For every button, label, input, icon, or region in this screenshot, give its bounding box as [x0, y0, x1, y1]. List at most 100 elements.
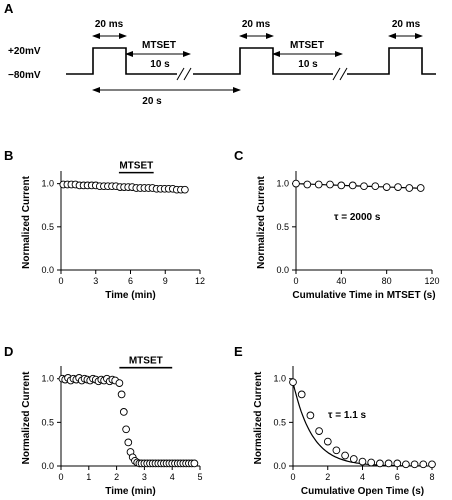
- data-point: [410, 460, 419, 469]
- data-point: [314, 180, 323, 189]
- fit-curve: [295, 183, 421, 189]
- data-point: [428, 460, 436, 469]
- y-tick-label: 1.0: [276, 179, 289, 189]
- treatment-label-1: MTSET: [142, 40, 176, 51]
- fit-curve: [292, 382, 424, 467]
- y-axis-label: Normalized Current: [21, 175, 32, 268]
- data-point: [292, 179, 300, 188]
- x-tick-label: 2: [325, 472, 330, 482]
- data-point: [315, 427, 323, 435]
- data-point: [323, 437, 332, 446]
- x-tick-label: 3: [93, 276, 98, 286]
- data-point: [124, 438, 133, 447]
- y-tick-label: 0.0: [273, 461, 286, 471]
- data-point: [181, 185, 189, 194]
- data-point: [190, 459, 199, 468]
- y-tick-label: 0.0: [41, 461, 54, 471]
- treatment-duration-label-1: 10 s: [150, 59, 170, 70]
- axis-break-1: [176, 67, 192, 81]
- x-axis-label: Time (min): [105, 290, 155, 301]
- data-point: [394, 183, 402, 191]
- treatment-bar-label: MTSET: [129, 356, 163, 367]
- data-point: [367, 458, 376, 467]
- panel-letter-b: B: [4, 148, 13, 163]
- protocol-trace-segment-2: [193, 47, 333, 75]
- y-tick-label: 0.0: [276, 265, 289, 275]
- x-tick-label: 9: [163, 276, 168, 286]
- data-point: [337, 181, 346, 190]
- x-tick-label: 0: [290, 472, 295, 482]
- pulse-duration-label-1: 20 ms: [95, 19, 124, 30]
- y-tick-label: 0.5: [276, 222, 289, 232]
- data-point: [376, 459, 384, 468]
- y-tick-label: 0.0: [41, 265, 54, 275]
- x-axis-label: Cumulative Open Time (s): [301, 486, 424, 497]
- data-point: [416, 184, 425, 192]
- x-tick-label: 4: [360, 472, 365, 482]
- x-tick-label: 6: [395, 472, 400, 482]
- treatment-label-2: MTSET: [290, 40, 324, 51]
- x-tick-label: 2: [114, 472, 119, 482]
- chart-panel-d: D 0 1 2 3 4 5 0.0 0.5 1.0 Time (min) Normalized Cur…: [4, 344, 203, 497]
- y-tick-label: 0.5: [273, 417, 286, 427]
- x-tick-label: 120: [424, 276, 439, 286]
- x-tick-label: 0: [293, 276, 298, 286]
- treatment-bar-label: MTSET: [119, 161, 153, 172]
- data-point: [332, 446, 341, 455]
- data-point: [348, 181, 357, 190]
- panel-letter-d: D: [4, 344, 13, 359]
- x-tick-label: 1: [86, 472, 91, 482]
- data-point: [405, 184, 414, 192]
- data-point: [117, 390, 126, 399]
- panel-letter-e: E: [234, 344, 243, 359]
- protocol-trace-segment-3: [347, 47, 436, 75]
- y-tick-label: 0.5: [41, 417, 54, 427]
- data-point: [349, 455, 358, 463]
- y-tick-label: 1.0: [41, 179, 54, 189]
- data-point: [115, 379, 124, 387]
- chart-panel-b: B 0 3 6 9 12 0.0 0.5 1.0 Time (min) Normalized Cur…: [4, 148, 205, 301]
- protocol-panel: A +20mV −80mV 20 ms 20 ms 20 ms MTSET 10…: [4, 1, 436, 107]
- interval-label: 20 s: [142, 96, 162, 107]
- data-point: [371, 182, 380, 191]
- data-point: [119, 408, 128, 416]
- x-tick-label: 5: [197, 472, 202, 482]
- x-tick-label: 6: [128, 276, 133, 286]
- panel-letter-a: A: [4, 1, 14, 16]
- x-tick-label: 3: [142, 472, 147, 482]
- v-low-label: −80mV: [8, 70, 41, 81]
- x-tick-label: 80: [382, 276, 392, 286]
- data-point: [384, 459, 393, 468]
- data-point: [358, 457, 367, 466]
- y-tick-label: 1.0: [273, 374, 286, 384]
- panel-letter-c: C: [234, 148, 244, 163]
- y-axis-label: Normalized Current: [253, 371, 264, 464]
- data-point: [297, 390, 306, 399]
- x-tick-label: 4: [170, 472, 175, 482]
- data-point: [326, 180, 334, 189]
- y-tick-label: 0.5: [41, 222, 54, 232]
- data-point: [122, 425, 130, 434]
- chart-panel-e: E 0 2 4 6 8 0.0 0.5 1.0 Cumulative Open Time (s) N…: [234, 344, 436, 497]
- tau-annotation: τ = 1.1 s: [328, 410, 367, 421]
- x-axis-label: Cumulative Time in MTSET (s): [292, 290, 435, 301]
- y-axis-label: Normalized Current: [256, 175, 267, 268]
- data-point: [306, 411, 315, 420]
- pulse-duration-label-3: 20 ms: [392, 19, 421, 30]
- data-point: [303, 180, 312, 189]
- v-high-label: +20mV: [8, 46, 41, 57]
- axis-break-2: [332, 67, 348, 81]
- data-point: [360, 182, 368, 191]
- x-tick-label: 0: [58, 472, 63, 482]
- chart-panel-c: C 0 40 80 120 0.0 0.5 1.0 Cumulative Time in MTS…: [234, 148, 440, 301]
- x-tick-label: 40: [336, 276, 346, 286]
- data-point: [402, 460, 410, 469]
- pulse-duration-label-2: 20 ms: [242, 19, 271, 30]
- data-point: [393, 459, 402, 468]
- x-tick-label: 8: [429, 472, 434, 482]
- data-point: [341, 451, 349, 460]
- data-point: [382, 183, 391, 191]
- data-point: [289, 378, 297, 387]
- x-tick-label: 0: [58, 276, 63, 286]
